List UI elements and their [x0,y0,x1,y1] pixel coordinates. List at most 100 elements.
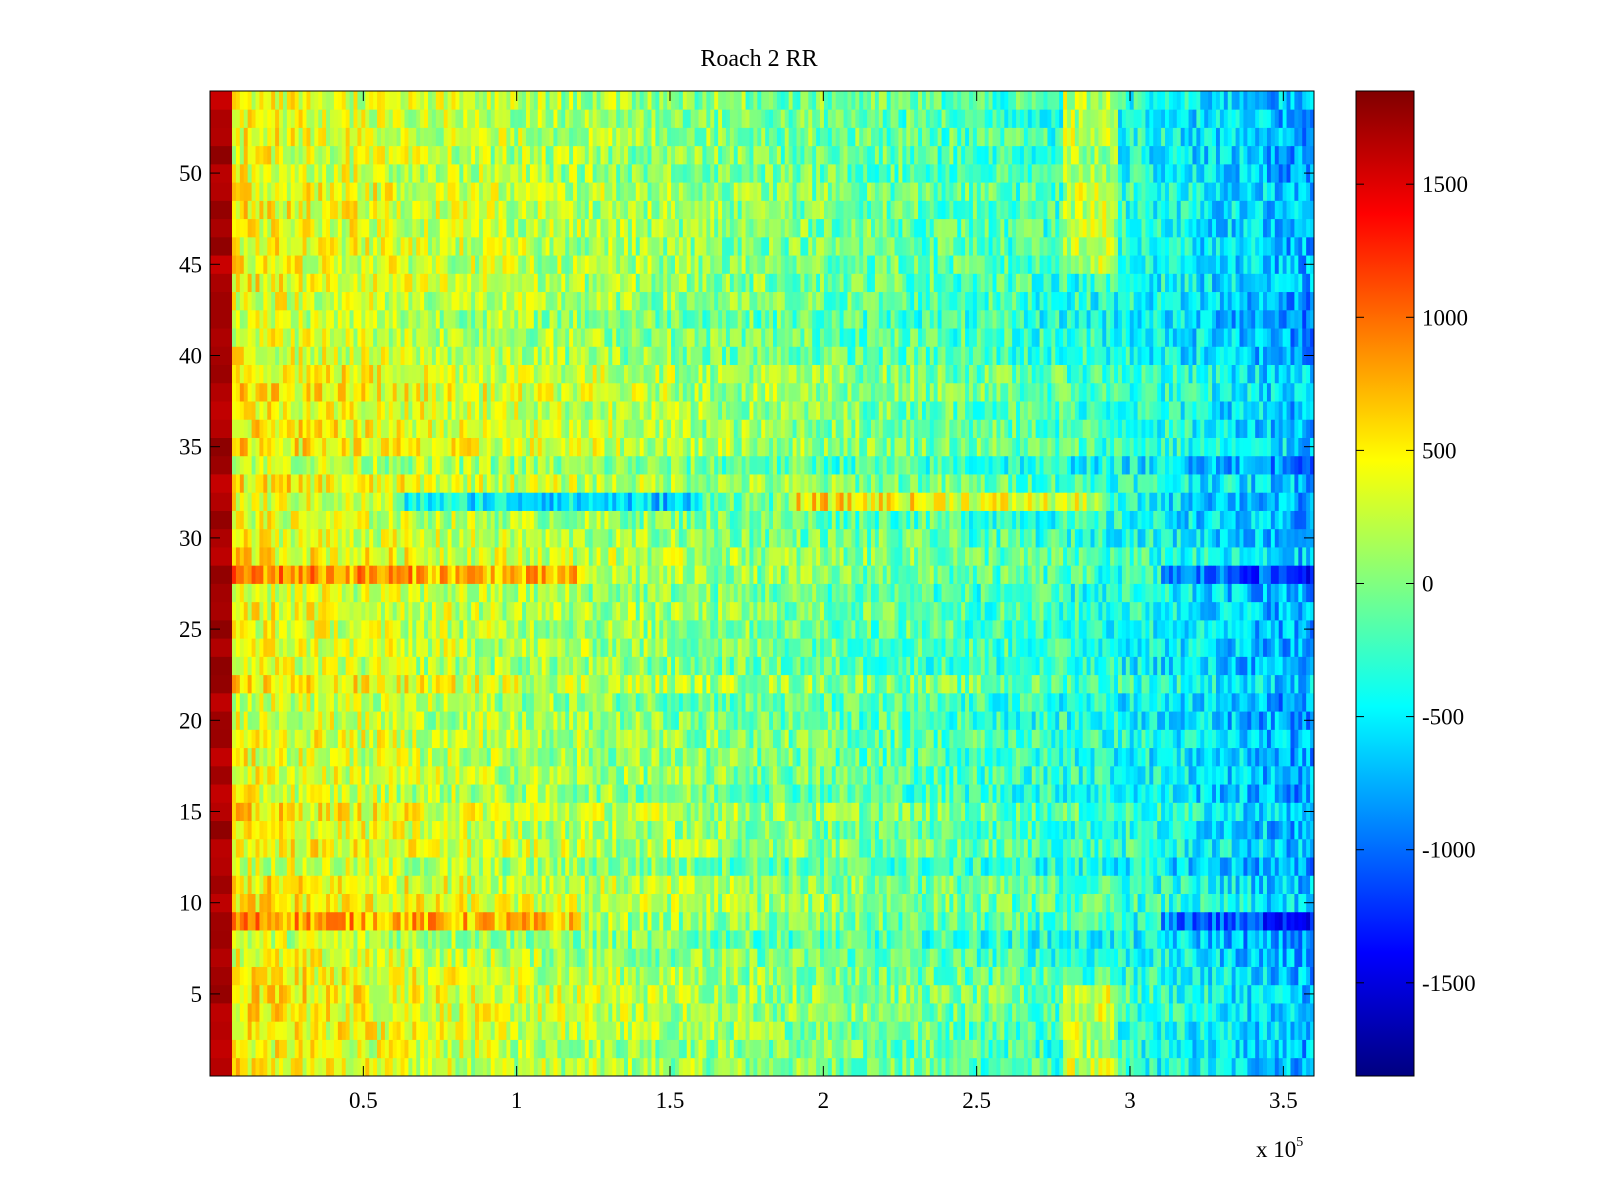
heatmap-cell [478,1021,484,1040]
heatmap-cell [910,802,915,822]
heatmap-cell [627,747,633,767]
heatmap-cell [831,875,837,894]
heatmap-cell [1200,747,1205,767]
heatmap-cell [1274,820,1280,840]
heatmap-cell [863,948,868,967]
heatmap-cell [1231,1057,1236,1077]
heatmap-cell [733,930,739,949]
heatmap-cell [377,857,382,876]
heatmap-cell [247,911,252,931]
heatmap-cell [823,893,829,913]
heatmap-cell [235,784,241,803]
heatmap-cell [271,930,276,949]
heatmap-cell [976,893,982,913]
heatmap-cell [396,875,401,894]
heatmap-cell [1188,966,1193,986]
heatmap-cell [1090,802,1095,822]
heatmap-cell [1031,911,1037,931]
heatmap-cell [651,802,656,822]
heatmap-cell [1192,1057,1197,1077]
heatmap-cell [1270,911,1276,931]
heatmap-cell [1157,1021,1162,1040]
heatmap-cell [886,1003,892,1022]
heatmap-cell [494,984,499,1004]
heatmap-cell [800,984,805,1004]
heatmap-cell [1114,784,1119,803]
heatmap-cell [553,930,558,949]
heatmap-cell [921,875,927,894]
heatmap-cell [1243,911,1248,931]
heatmap-cell [961,784,966,803]
heatmap-cell [1039,1003,1044,1022]
heatmap-cell [1306,1021,1311,1040]
heatmap-cell [1204,893,1209,913]
heatmap-cell [576,1057,582,1077]
heatmap-cell [808,1039,813,1059]
heatmap-cell [1098,984,1103,1004]
heatmap-cell [584,893,590,913]
heatmap-cell [737,893,743,913]
heatmap-cell [541,984,547,1004]
heatmap-cell [400,820,405,840]
heatmap-cell [1204,1021,1209,1040]
heatmap-cell [804,948,809,967]
heatmap-cell [631,802,637,822]
heatmap-cell [902,948,907,967]
heatmap-cell [1255,765,1260,785]
heatmap-cell [1008,984,1013,1004]
heatmap-cell [1200,802,1205,822]
heatmap-cell [1239,875,1244,894]
heatmap-cell [463,911,468,931]
heatmap-cell [341,930,347,949]
heatmap-cell [1192,838,1197,858]
heatmap-cell [678,857,684,876]
heatmap-cell [921,857,927,876]
heatmap-cell [428,966,433,986]
heatmap-cell [416,875,421,894]
heatmap-cell [1137,930,1142,949]
heatmap-cell [1074,984,1080,1004]
heatmap-cell [1133,747,1138,767]
heatmap-cell [871,966,876,986]
heatmap-cell [1012,747,1017,767]
heatmap-cell [631,984,637,1004]
heatmap-cell [377,1003,382,1022]
heatmap-cell [651,1021,656,1040]
heatmap-cell [902,820,907,840]
heatmap-cell [969,893,974,913]
heatmap-cell [1055,911,1060,931]
heatmap-cell [1110,784,1115,803]
heatmap-cell [674,948,680,967]
heatmap-cell [780,1057,786,1077]
heatmap-cell [557,857,562,876]
heatmap-cell [741,893,746,913]
heatmap-cell [1000,784,1005,803]
heatmap-cell [1063,875,1068,894]
heatmap-cell [428,1021,433,1040]
heatmap-cell [1019,875,1025,894]
heatmap-cell [306,802,311,822]
heatmap-cell [1168,1003,1174,1022]
heatmap-cell [741,802,746,822]
heatmap-cell [627,765,633,785]
heatmap-cell [749,893,754,913]
heatmap-cell [1145,948,1150,967]
heatmap-cell [1298,875,1303,894]
heatmap-cell [961,857,966,876]
heatmap-cell [435,1021,441,1040]
heatmap-cell [400,875,405,894]
heatmap-cell [451,747,456,767]
heatmap-cell [953,893,958,913]
heatmap-cell [439,838,445,858]
heatmap-cell [882,802,888,822]
heatmap-cell [859,911,864,931]
heatmap-cell [949,911,954,931]
heatmap-cell [792,911,797,931]
heatmap-cell [804,875,809,894]
heatmap-cell [831,784,837,803]
heatmap-cell [1247,984,1252,1004]
heatmap-cell [1192,893,1197,913]
heatmap-cell [753,875,758,894]
heatmap-cell [871,765,876,785]
